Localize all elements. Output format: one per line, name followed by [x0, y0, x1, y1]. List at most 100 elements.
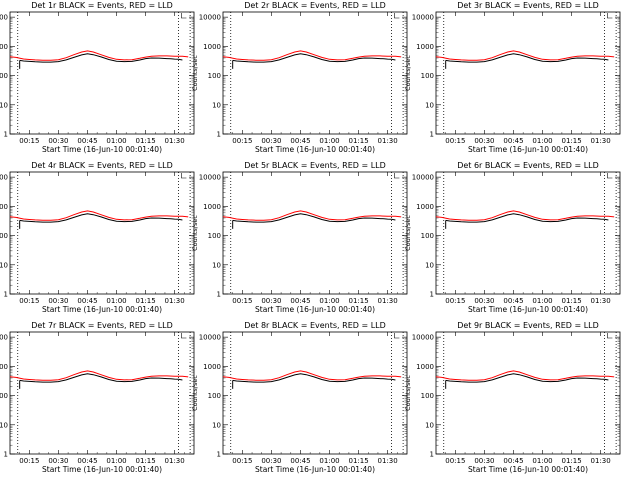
series-line-events: [445, 373, 609, 383]
y-tick-label: 1000: [0, 43, 8, 51]
x-tick-label: 00:45: [290, 457, 310, 465]
x-axis-label: Start Time (16-Jun-10 00:01:40): [468, 465, 588, 474]
x-tick-label: 01:30: [591, 457, 611, 465]
x-tick-label: 01:00: [106, 137, 126, 145]
x-tick-label: 00:15: [445, 457, 465, 465]
x-tick-label: 01:00: [319, 137, 339, 145]
x-tick-label: 00:15: [232, 457, 252, 465]
y-tick-label: 1000: [203, 363, 221, 371]
x-tick-label: 00:30: [261, 137, 281, 145]
y-axis-label: Counts/sec: [191, 215, 199, 251]
x-axis-label: Start Time (16-Jun-10 00:01:40): [255, 465, 375, 474]
x-tick-label: 00:30: [48, 297, 68, 305]
y-tick-label: 1: [217, 291, 221, 299]
series-line-events: [445, 53, 609, 63]
y-tick-label: 1: [217, 451, 221, 459]
series-line-lld: [435, 370, 615, 381]
saa-marker: [181, 13, 187, 19]
y-tick-label: 100: [421, 392, 434, 400]
x-tick-label: 00:15: [232, 297, 252, 305]
y-tick-label: 1000: [0, 363, 8, 371]
plot-frame: [222, 331, 408, 455]
y-tick-label: 10000: [199, 174, 221, 182]
x-tick-label: 01:00: [106, 457, 126, 465]
x-tick-label: 01:30: [165, 297, 185, 305]
x-tick-label: 00:30: [48, 137, 68, 145]
plot-frame: [9, 331, 195, 455]
saa-marker: [181, 333, 187, 339]
x-axis-label: Start Time (16-Jun-10 00:01:40): [468, 305, 588, 314]
y-tick-label: 1000: [416, 363, 434, 371]
x-tick-label: 01:15: [348, 137, 368, 145]
x-tick-label: 01:15: [135, 457, 155, 465]
x-tick-label: 00:15: [19, 297, 39, 305]
x-tick-label: 01:15: [561, 297, 581, 305]
x-tick-label: 01:15: [348, 297, 368, 305]
panel-title: Det 8r BLACK = Events, RED = LLD: [244, 321, 386, 330]
plot-frame: [435, 171, 621, 295]
y-tick-label: 100: [421, 232, 434, 240]
panel-1: Det 1r BLACK = Events, RED = LLD 1 10 100 10…: [0, 1, 195, 154]
panel-title: Det 7r BLACK = Events, RED = LLD: [31, 321, 173, 330]
x-tick-label: 01:30: [591, 137, 611, 145]
y-tick-label: 1000: [203, 43, 221, 51]
y-tick-label: 1: [4, 291, 8, 299]
y-tick-label: 1: [430, 291, 434, 299]
x-tick-label: 01:00: [106, 297, 126, 305]
y-tick-label: 10000: [412, 14, 434, 22]
y-tick-label: 100: [208, 232, 221, 240]
series-line-lld: [9, 50, 189, 61]
saa-marker: [394, 173, 400, 179]
x-tick-label: 00:15: [445, 297, 465, 305]
y-tick-label: 10000: [199, 334, 221, 342]
x-tick-label: 00:30: [261, 297, 281, 305]
x-tick-label: 01:30: [165, 457, 185, 465]
y-tick-label: 10: [0, 421, 8, 429]
y-axis-label: Counts/sec: [191, 55, 199, 91]
x-tick-label: 00:15: [19, 137, 39, 145]
x-tick-label: 00:15: [232, 137, 252, 145]
panel-title: Det 9r BLACK = Events, RED = LLD: [457, 321, 599, 330]
series-line-events: [19, 53, 183, 63]
y-tick-label: 100: [208, 392, 221, 400]
x-axis-label: Start Time (16-Jun-10 00:01:40): [42, 145, 162, 154]
panel-3: Det 3r BLACK = Events, RED = LLD 1 10 100 10…: [404, 1, 621, 154]
plot-frame: [435, 11, 621, 135]
series-line-lld: [222, 210, 402, 221]
x-tick-label: 01:00: [532, 457, 552, 465]
series-line-lld: [435, 50, 615, 61]
y-tick-label: 1000: [416, 203, 434, 211]
y-tick-label: 10000: [0, 334, 8, 342]
x-tick-label: 01:30: [378, 297, 398, 305]
x-tick-label: 00:45: [503, 457, 523, 465]
panel-7: Det 7r BLACK = Events, RED = LLD 1 10 100 10…: [0, 321, 195, 474]
panel-6: Det 6r BLACK = Events, RED = LLD 1 10 100 10…: [404, 161, 621, 314]
x-tick-label: 01:30: [378, 137, 398, 145]
y-tick-label: 10000: [412, 174, 434, 182]
series-line-lld: [9, 370, 189, 381]
y-axis-label: Counts/sec: [404, 55, 412, 91]
x-tick-label: 01:15: [348, 457, 368, 465]
y-axis-label: Counts/sec: [404, 215, 412, 251]
x-tick-label: 01:00: [319, 297, 339, 305]
y-axis-label: Counts/sec: [404, 375, 412, 411]
series-line-events: [19, 373, 183, 383]
x-tick-label: 00:15: [445, 137, 465, 145]
y-tick-label: 1000: [0, 203, 8, 211]
x-tick-label: 01:15: [561, 137, 581, 145]
x-tick-label: 01:15: [561, 457, 581, 465]
series-line-events: [232, 53, 396, 63]
y-tick-label: 1: [4, 451, 8, 459]
y-tick-label: 10000: [412, 334, 434, 342]
y-tick-label: 100: [0, 72, 8, 80]
plot-frame: [9, 171, 195, 295]
y-tick-label: 1000: [416, 43, 434, 51]
x-tick-label: 01:30: [378, 457, 398, 465]
series-line-lld: [9, 210, 189, 221]
y-tick-label: 10: [0, 261, 8, 269]
x-tick-label: 01:15: [135, 137, 155, 145]
x-tick-label: 00:30: [474, 297, 494, 305]
y-tick-label: 10: [425, 101, 434, 109]
x-tick-label: 01:00: [319, 457, 339, 465]
